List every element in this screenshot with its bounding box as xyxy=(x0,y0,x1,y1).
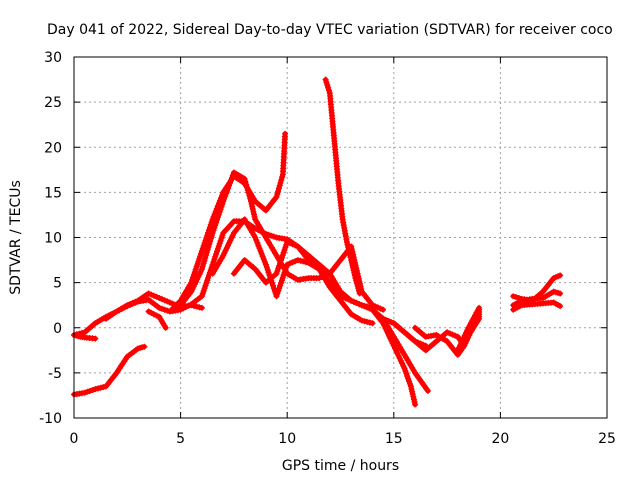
series-markers xyxy=(510,299,564,313)
series-track-9 xyxy=(230,239,376,327)
ticks: 0 5 10 15 20 25 -10 -5 0 5 10 15 20 25 30 xyxy=(39,50,616,447)
series-markers xyxy=(380,315,431,394)
y-tick-label: -10 xyxy=(39,411,62,427)
x-tick-label: 10 xyxy=(278,431,296,447)
y-tick-label: 0 xyxy=(53,321,62,337)
y-tick-label: -5 xyxy=(48,366,62,382)
series-markers xyxy=(71,343,148,398)
series-track-6 xyxy=(166,130,289,315)
y-tick-label: 5 xyxy=(53,276,62,292)
y-tick-label: 30 xyxy=(44,50,62,66)
series-markers xyxy=(454,304,483,354)
series-markers xyxy=(166,130,289,315)
x-axis-label: GPS time / hours xyxy=(282,458,399,474)
series-track-17 xyxy=(510,288,564,309)
series-track-14 xyxy=(412,306,483,358)
series-markers xyxy=(230,239,376,327)
series-track-12 xyxy=(380,315,431,394)
series-track-11 xyxy=(369,306,419,408)
series-track-18 xyxy=(510,299,564,313)
series-markers xyxy=(322,76,363,297)
series-group xyxy=(71,76,564,408)
y-tick-label: 10 xyxy=(44,231,62,247)
series-markers xyxy=(177,169,387,313)
series-track-3 xyxy=(71,343,148,398)
series-markers xyxy=(145,308,169,331)
series-track-5 xyxy=(145,308,169,331)
x-tick-label: 25 xyxy=(598,431,616,447)
grid xyxy=(74,57,607,418)
chart-title: Day 041 of 2022, Sidereal Day-to-day VTE… xyxy=(47,22,613,38)
series-markers xyxy=(412,306,483,358)
series-line xyxy=(71,218,429,349)
y-tick-label: 25 xyxy=(44,95,62,111)
x-tick-label: 20 xyxy=(491,431,509,447)
y-tick-label: 15 xyxy=(44,185,62,201)
series-track-2 xyxy=(71,332,99,342)
y-tick-label: 20 xyxy=(44,140,62,156)
series-track-10 xyxy=(322,76,363,297)
series-markers xyxy=(369,306,419,408)
series-markers xyxy=(510,288,564,309)
x-tick-label: 5 xyxy=(176,431,185,447)
series-track-15 xyxy=(454,304,483,354)
x-tick-label: 15 xyxy=(385,431,403,447)
x-tick-label: 0 xyxy=(70,431,79,447)
y-axis-label: SDTVAR / TECUs xyxy=(8,180,24,295)
